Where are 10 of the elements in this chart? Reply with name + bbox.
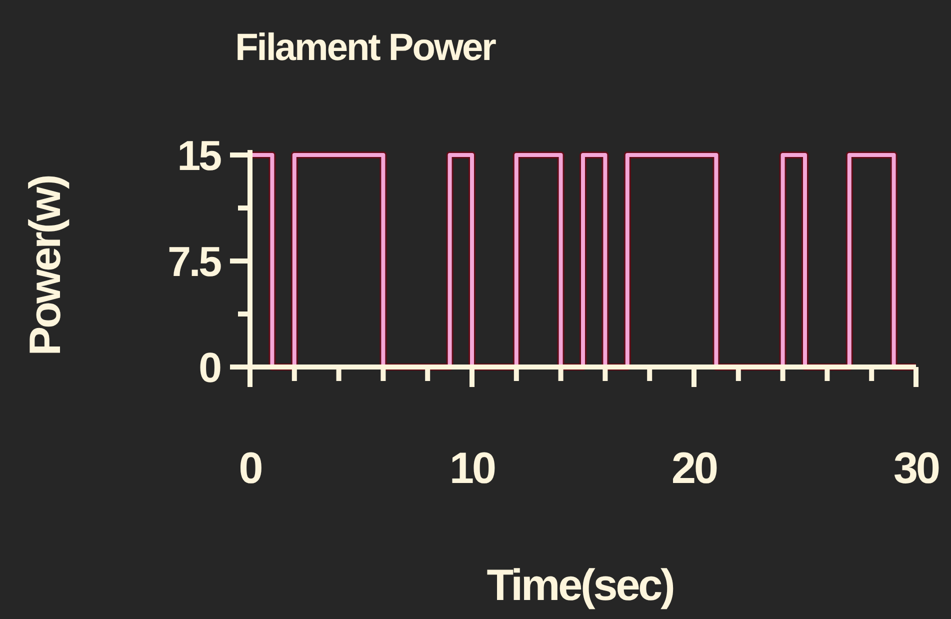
y-tick-label: 15	[177, 132, 222, 179]
chart-title: Filament Power	[235, 27, 497, 69]
x-tick-label: 30	[894, 444, 939, 493]
y-tick-label: 0	[198, 344, 221, 391]
x-tick-label: 0	[238, 444, 262, 493]
y-axis-title: Power(w)	[21, 176, 70, 356]
x-tick-label: 20	[672, 444, 717, 493]
y-tick-label: 7.5	[168, 238, 222, 285]
x-tick-label: 10	[450, 444, 495, 493]
x-axis-title: Time(sec)	[486, 561, 674, 610]
